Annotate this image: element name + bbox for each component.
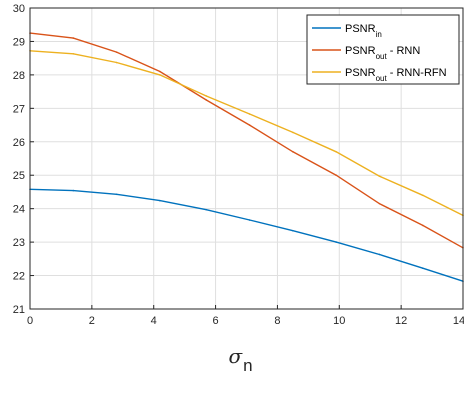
x-tick-label: 8 — [274, 315, 280, 327]
data-point — [159, 199, 161, 202]
data-point — [72, 37, 75, 39]
data-point — [248, 219, 251, 221]
x-tick-label: 6 — [213, 315, 219, 327]
legend-entry-label: PSNRout - RNN-RFN — [345, 67, 447, 83]
data-point — [292, 151, 294, 153]
y-tick-label: 26 — [13, 137, 25, 149]
data-point — [205, 95, 208, 97]
legend-entry-label: PSNRin — [345, 23, 382, 39]
y-tick-label: 27 — [13, 103, 25, 115]
data-point — [248, 124, 251, 126]
data-point — [205, 208, 208, 211]
x-tick-label: 2 — [89, 315, 95, 327]
plot-frame — [29, 7, 464, 310]
data-point — [72, 189, 75, 192]
data-point — [292, 229, 294, 232]
y-tick-label: 30 — [13, 3, 25, 15]
y-tick-label: 28 — [13, 70, 25, 82]
x-tick-label: 0 — [27, 315, 33, 327]
y-tick-label: 22 — [13, 271, 25, 283]
data-point — [421, 194, 424, 197]
data-point — [159, 74, 161, 76]
x-tick-label: 10 — [333, 315, 345, 327]
x-axis-label: σn — [228, 344, 252, 375]
data-point — [378, 253, 381, 256]
x-tick-label: 12 — [395, 315, 407, 327]
data-point — [378, 175, 381, 178]
data-point — [421, 224, 424, 227]
data-point — [115, 61, 118, 64]
y-tick-label: 21 — [13, 304, 25, 316]
y-tick-label: 29 — [13, 36, 25, 48]
legend-entry-label: PSNRout - RNN — [345, 45, 420, 61]
legend: PSNRin PSNRout - RNN PSNRout - RNN-RFN — [306, 14, 460, 85]
data-point — [335, 241, 337, 243]
data-point — [335, 174, 337, 177]
y-tick-label: 23 — [13, 237, 25, 249]
data-point — [248, 113, 251, 115]
y-tick-label: 24 — [13, 204, 25, 216]
x-tick-label: 14 — [453, 315, 464, 327]
data-point — [159, 70, 161, 73]
data-point — [335, 151, 337, 153]
data-point — [292, 131, 294, 134]
data-point — [72, 53, 75, 55]
data-point — [421, 267, 424, 269]
data-point — [378, 202, 381, 205]
y-tick-label: 25 — [13, 170, 25, 182]
data-point — [205, 99, 208, 101]
x-tick-label: 4 — [151, 315, 157, 327]
data-point — [115, 51, 118, 53]
data-point — [115, 193, 118, 196]
